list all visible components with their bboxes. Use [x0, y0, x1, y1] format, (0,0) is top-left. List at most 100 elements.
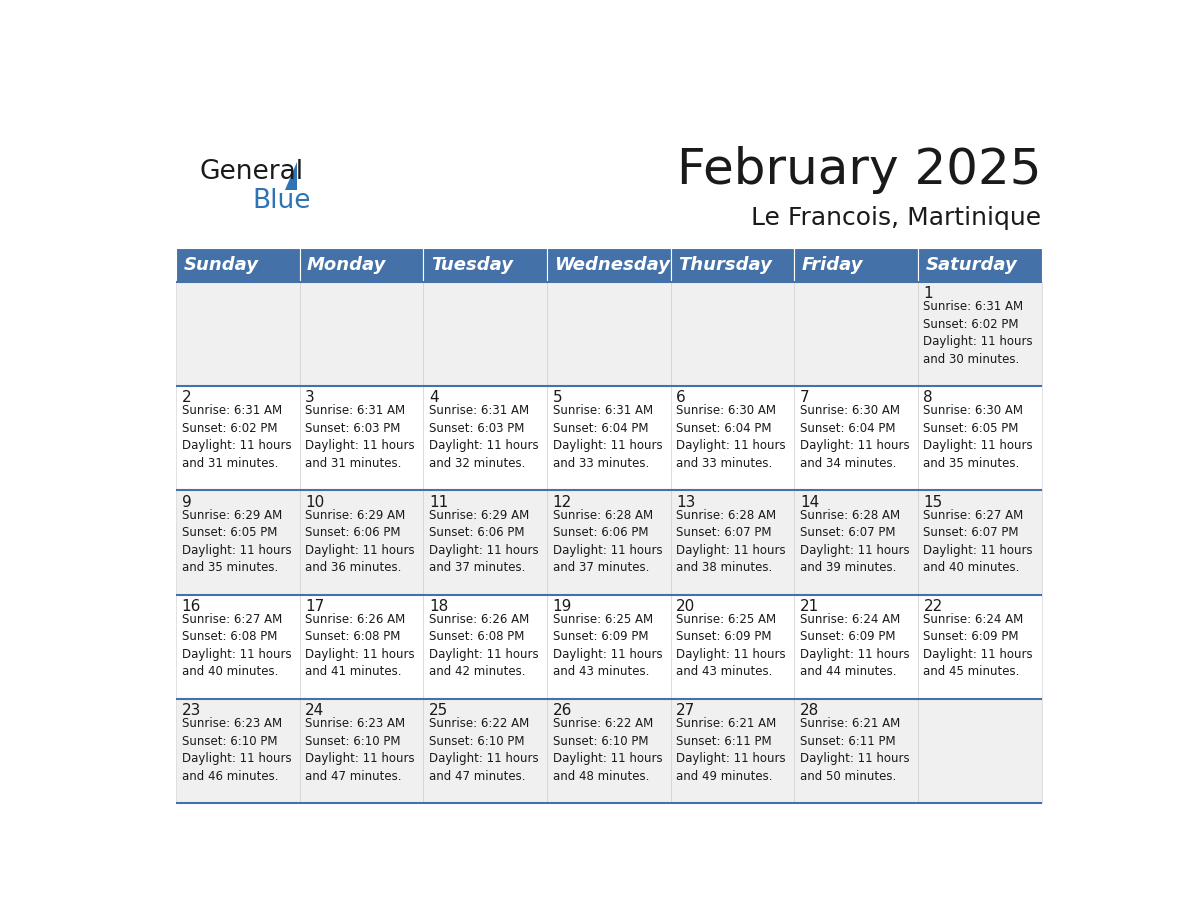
- Bar: [299, 248, 423, 282]
- Text: Sunrise: 6:29 AM
Sunset: 6:06 PM
Daylight: 11 hours
and 36 minutes.: Sunrise: 6:29 AM Sunset: 6:06 PM Dayligh…: [305, 509, 415, 574]
- Bar: [795, 595, 918, 699]
- Text: 9: 9: [182, 495, 191, 509]
- Text: Sunrise: 6:30 AM
Sunset: 6:05 PM
Daylight: 11 hours
and 35 minutes.: Sunrise: 6:30 AM Sunset: 6:05 PM Dayligh…: [923, 405, 1034, 470]
- Text: Saturday: Saturday: [925, 256, 1017, 274]
- Text: Sunday: Sunday: [183, 256, 259, 274]
- Bar: [671, 699, 795, 803]
- Text: 11: 11: [429, 495, 448, 509]
- Bar: [299, 595, 423, 699]
- Bar: [546, 282, 671, 386]
- Bar: [918, 699, 1042, 803]
- Text: 12: 12: [552, 495, 571, 509]
- Bar: [795, 490, 918, 595]
- Text: General: General: [200, 160, 303, 185]
- Bar: [423, 490, 546, 595]
- Text: Sunrise: 6:22 AM
Sunset: 6:10 PM
Daylight: 11 hours
and 47 minutes.: Sunrise: 6:22 AM Sunset: 6:10 PM Dayligh…: [429, 717, 538, 782]
- Text: 4: 4: [429, 390, 438, 406]
- Bar: [671, 490, 795, 595]
- Text: Sunrise: 6:25 AM
Sunset: 6:09 PM
Daylight: 11 hours
and 43 minutes.: Sunrise: 6:25 AM Sunset: 6:09 PM Dayligh…: [676, 613, 785, 678]
- Text: 1: 1: [923, 286, 933, 301]
- Bar: [795, 386, 918, 490]
- Bar: [795, 282, 918, 386]
- Bar: [795, 699, 918, 803]
- Text: 28: 28: [800, 703, 819, 718]
- Text: 21: 21: [800, 599, 819, 614]
- Bar: [423, 699, 546, 803]
- Bar: [423, 386, 546, 490]
- Bar: [299, 386, 423, 490]
- Bar: [299, 282, 423, 386]
- Text: Thursday: Thursday: [678, 256, 772, 274]
- Bar: [176, 595, 299, 699]
- Text: 17: 17: [305, 599, 324, 614]
- Text: Wednesday: Wednesday: [555, 256, 670, 274]
- Bar: [423, 248, 546, 282]
- Text: Sunrise: 6:31 AM
Sunset: 6:04 PM
Daylight: 11 hours
and 33 minutes.: Sunrise: 6:31 AM Sunset: 6:04 PM Dayligh…: [552, 405, 662, 470]
- Bar: [546, 490, 671, 595]
- Text: Sunrise: 6:30 AM
Sunset: 6:04 PM
Daylight: 11 hours
and 34 minutes.: Sunrise: 6:30 AM Sunset: 6:04 PM Dayligh…: [800, 405, 910, 470]
- Bar: [546, 386, 671, 490]
- Text: Sunrise: 6:26 AM
Sunset: 6:08 PM
Daylight: 11 hours
and 41 minutes.: Sunrise: 6:26 AM Sunset: 6:08 PM Dayligh…: [305, 613, 415, 678]
- Text: 14: 14: [800, 495, 819, 509]
- Bar: [671, 248, 795, 282]
- Polygon shape: [285, 162, 297, 190]
- Bar: [423, 282, 546, 386]
- Text: 3: 3: [305, 390, 315, 406]
- Text: Sunrise: 6:21 AM
Sunset: 6:11 PM
Daylight: 11 hours
and 50 minutes.: Sunrise: 6:21 AM Sunset: 6:11 PM Dayligh…: [800, 717, 910, 782]
- Text: 24: 24: [305, 703, 324, 718]
- Text: Sunrise: 6:30 AM
Sunset: 6:04 PM
Daylight: 11 hours
and 33 minutes.: Sunrise: 6:30 AM Sunset: 6:04 PM Dayligh…: [676, 405, 785, 470]
- Text: 5: 5: [552, 390, 562, 406]
- Bar: [546, 595, 671, 699]
- Bar: [671, 282, 795, 386]
- Text: Sunrise: 6:31 AM
Sunset: 6:03 PM
Daylight: 11 hours
and 31 minutes.: Sunrise: 6:31 AM Sunset: 6:03 PM Dayligh…: [305, 405, 415, 470]
- Text: 18: 18: [429, 599, 448, 614]
- Text: 19: 19: [552, 599, 571, 614]
- Text: Sunrise: 6:22 AM
Sunset: 6:10 PM
Daylight: 11 hours
and 48 minutes.: Sunrise: 6:22 AM Sunset: 6:10 PM Dayligh…: [552, 717, 662, 782]
- Text: Sunrise: 6:27 AM
Sunset: 6:07 PM
Daylight: 11 hours
and 40 minutes.: Sunrise: 6:27 AM Sunset: 6:07 PM Dayligh…: [923, 509, 1034, 574]
- Text: Sunrise: 6:23 AM
Sunset: 6:10 PM
Daylight: 11 hours
and 46 minutes.: Sunrise: 6:23 AM Sunset: 6:10 PM Dayligh…: [182, 717, 291, 782]
- Bar: [176, 248, 299, 282]
- Bar: [918, 490, 1042, 595]
- Text: Le Francois, Martinique: Le Francois, Martinique: [752, 206, 1042, 230]
- Bar: [176, 699, 299, 803]
- Text: Sunrise: 6:21 AM
Sunset: 6:11 PM
Daylight: 11 hours
and 49 minutes.: Sunrise: 6:21 AM Sunset: 6:11 PM Dayligh…: [676, 717, 785, 782]
- Bar: [546, 699, 671, 803]
- Text: Sunrise: 6:31 AM
Sunset: 6:02 PM
Daylight: 11 hours
and 30 minutes.: Sunrise: 6:31 AM Sunset: 6:02 PM Dayligh…: [923, 300, 1034, 365]
- Text: 23: 23: [182, 703, 201, 718]
- Text: Friday: Friday: [802, 256, 864, 274]
- Bar: [546, 248, 671, 282]
- Bar: [795, 248, 918, 282]
- Text: Tuesday: Tuesday: [431, 256, 513, 274]
- Text: Sunrise: 6:28 AM
Sunset: 6:07 PM
Daylight: 11 hours
and 38 minutes.: Sunrise: 6:28 AM Sunset: 6:07 PM Dayligh…: [676, 509, 785, 574]
- Text: 6: 6: [676, 390, 685, 406]
- Text: Sunrise: 6:28 AM
Sunset: 6:07 PM
Daylight: 11 hours
and 39 minutes.: Sunrise: 6:28 AM Sunset: 6:07 PM Dayligh…: [800, 509, 910, 574]
- Text: Sunrise: 6:24 AM
Sunset: 6:09 PM
Daylight: 11 hours
and 44 minutes.: Sunrise: 6:24 AM Sunset: 6:09 PM Dayligh…: [800, 613, 910, 678]
- Text: Sunrise: 6:25 AM
Sunset: 6:09 PM
Daylight: 11 hours
and 43 minutes.: Sunrise: 6:25 AM Sunset: 6:09 PM Dayligh…: [552, 613, 662, 678]
- Bar: [299, 699, 423, 803]
- Text: 26: 26: [552, 703, 571, 718]
- Bar: [176, 386, 299, 490]
- Text: 22: 22: [923, 599, 943, 614]
- Bar: [671, 386, 795, 490]
- Bar: [918, 248, 1042, 282]
- Text: 8: 8: [923, 390, 933, 406]
- Bar: [918, 595, 1042, 699]
- Text: 10: 10: [305, 495, 324, 509]
- Text: Sunrise: 6:29 AM
Sunset: 6:06 PM
Daylight: 11 hours
and 37 minutes.: Sunrise: 6:29 AM Sunset: 6:06 PM Dayligh…: [429, 509, 538, 574]
- Text: Sunrise: 6:28 AM
Sunset: 6:06 PM
Daylight: 11 hours
and 37 minutes.: Sunrise: 6:28 AM Sunset: 6:06 PM Dayligh…: [552, 509, 662, 574]
- Bar: [176, 490, 299, 595]
- Text: Sunrise: 6:26 AM
Sunset: 6:08 PM
Daylight: 11 hours
and 42 minutes.: Sunrise: 6:26 AM Sunset: 6:08 PM Dayligh…: [429, 613, 538, 678]
- Bar: [671, 595, 795, 699]
- Bar: [918, 386, 1042, 490]
- Text: Monday: Monday: [308, 256, 386, 274]
- Text: Sunrise: 6:27 AM
Sunset: 6:08 PM
Daylight: 11 hours
and 40 minutes.: Sunrise: 6:27 AM Sunset: 6:08 PM Dayligh…: [182, 613, 291, 678]
- Text: 13: 13: [676, 495, 695, 509]
- Text: 2: 2: [182, 390, 191, 406]
- Text: Sunrise: 6:31 AM
Sunset: 6:03 PM
Daylight: 11 hours
and 32 minutes.: Sunrise: 6:31 AM Sunset: 6:03 PM Dayligh…: [429, 405, 538, 470]
- Text: Sunrise: 6:29 AM
Sunset: 6:05 PM
Daylight: 11 hours
and 35 minutes.: Sunrise: 6:29 AM Sunset: 6:05 PM Dayligh…: [182, 509, 291, 574]
- Text: Sunrise: 6:23 AM
Sunset: 6:10 PM
Daylight: 11 hours
and 47 minutes.: Sunrise: 6:23 AM Sunset: 6:10 PM Dayligh…: [305, 717, 415, 782]
- Text: Blue: Blue: [253, 187, 311, 214]
- Text: 16: 16: [182, 599, 201, 614]
- Text: Sunrise: 6:31 AM
Sunset: 6:02 PM
Daylight: 11 hours
and 31 minutes.: Sunrise: 6:31 AM Sunset: 6:02 PM Dayligh…: [182, 405, 291, 470]
- Text: 25: 25: [429, 703, 448, 718]
